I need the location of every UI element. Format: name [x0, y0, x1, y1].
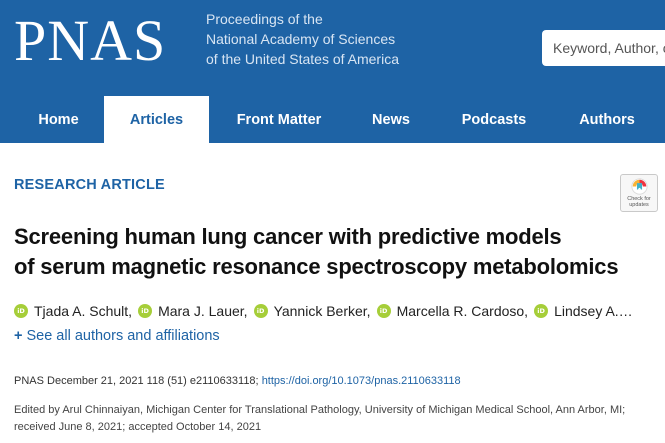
see-all-authors-link[interactable]: + See all authors and affiliations: [14, 328, 220, 344]
doi-link[interactable]: https://doi.org/10.1073/pnas.2110633118: [261, 375, 461, 387]
author-item[interactable]: iD Marcella R. Cardoso,: [376, 303, 529, 319]
nav-home[interactable]: Home: [38, 111, 79, 128]
author-name[interactable]: Marcella R. Cardoso,: [396, 303, 529, 319]
main-nav: Home Articles Front Matter News Podcasts…: [0, 96, 665, 143]
search-box: [542, 30, 665, 66]
nav-articles[interactable]: Articles: [104, 96, 209, 143]
author-item[interactable]: iD Yannick Berker,: [253, 303, 371, 319]
author-name[interactable]: Tjada A. Schult,: [34, 303, 133, 319]
article-type-label: RESEARCH ARTICLE: [14, 177, 165, 193]
author-list: iD Tjada A. Schult, iD Mara J. Lauer, iD…: [14, 303, 662, 319]
orcid-icon[interactable]: iD: [138, 304, 153, 318]
masthead: PNAS Proceedings of the National Academy…: [0, 0, 665, 96]
author-name[interactable]: Mara J. Lauer,: [158, 303, 248, 319]
title-line: of serum magnetic resonance spectroscopy…: [14, 254, 619, 279]
author-item[interactable]: iD Mara J. Lauer,: [138, 303, 248, 319]
crossmark-button[interactable]: Check for updates: [620, 174, 658, 212]
search-input[interactable]: [553, 40, 665, 56]
tagline-line: National Academy of Sciences: [206, 31, 396, 47]
tagline-line: Proceedings of the: [206, 11, 323, 27]
crossmark-label: Check for updates: [627, 196, 651, 208]
author-item[interactable]: iD Lindsey A.…: [534, 303, 633, 319]
orcid-icon[interactable]: iD: [14, 304, 28, 318]
author-name[interactable]: Yannick Berker,: [273, 303, 371, 319]
nav-news[interactable]: News: [372, 111, 410, 128]
plus-icon: +: [14, 328, 23, 344]
orcid-icon[interactable]: iD: [534, 304, 549, 318]
edited-by-text: Edited by Arul Chinnaiyan, Michigan Cent…: [14, 404, 626, 433]
nav-podcasts[interactable]: Podcasts: [461, 111, 527, 128]
article-title: Screening human lung cancer with predict…: [14, 222, 662, 282]
title-line: Screening human lung cancer with predict…: [14, 224, 562, 249]
pnas-logo[interactable]: PNAS: [14, 8, 167, 73]
nav-front-matter[interactable]: Front Matter: [236, 111, 322, 128]
see-all-label: See all authors and affiliations: [26, 328, 220, 344]
author-item[interactable]: iD Tjada A. Schult,: [14, 303, 132, 319]
nav-authors[interactable]: Authors: [579, 111, 635, 128]
citation-text: PNAS December 21, 2021 118 (51) e2110633…: [14, 375, 259, 387]
orcid-icon[interactable]: iD: [376, 304, 391, 318]
author-name[interactable]: Lindsey A.…: [554, 303, 633, 319]
journal-tagline: Proceedings of the National Academy of S…: [206, 9, 399, 69]
orcid-icon[interactable]: iD: [253, 304, 268, 318]
crossmark-icon: [630, 178, 648, 195]
tagline-line: of the United States of America: [206, 51, 399, 67]
citation-line: PNAS December 21, 2021 118 (51) e2110633…: [14, 375, 461, 387]
